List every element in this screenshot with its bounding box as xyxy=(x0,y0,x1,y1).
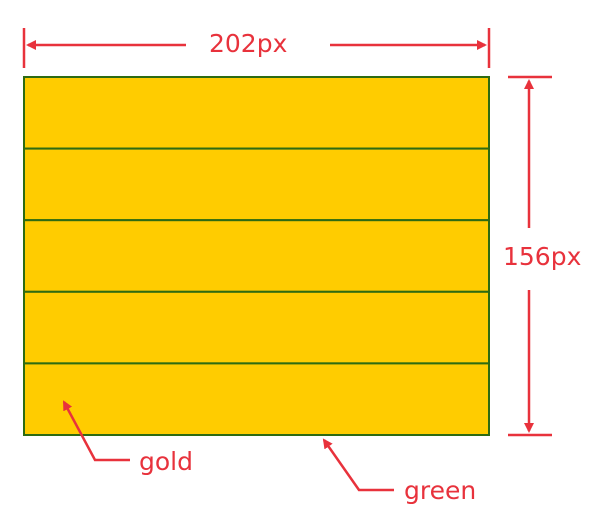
green-callout xyxy=(322,438,394,492)
height-dimension xyxy=(508,75,552,437)
box-row xyxy=(23,362,490,436)
green-callout-arrow xyxy=(322,438,394,492)
box-row xyxy=(23,76,490,150)
box-row xyxy=(23,219,490,293)
width-label: 202px xyxy=(209,29,288,58)
height-label: 156px xyxy=(503,242,582,271)
gold-callout-arrow xyxy=(62,400,130,462)
striped-box xyxy=(23,76,490,436)
box-row xyxy=(23,147,490,222)
box-row xyxy=(23,290,490,365)
fill-color-label: gold xyxy=(139,447,193,476)
gold-callout xyxy=(62,400,130,462)
border-color-label: green xyxy=(404,476,477,505)
width-dimension xyxy=(22,28,491,68)
